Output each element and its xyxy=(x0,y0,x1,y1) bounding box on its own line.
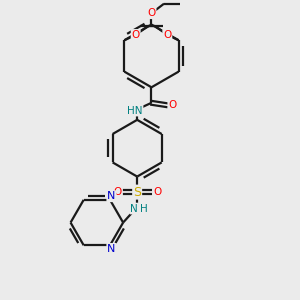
Text: O: O xyxy=(163,30,171,40)
Text: O: O xyxy=(168,100,176,110)
Text: S: S xyxy=(133,186,141,199)
Text: HN: HN xyxy=(127,106,142,116)
Text: N: N xyxy=(107,244,116,254)
Text: N: N xyxy=(107,191,116,201)
Text: O: O xyxy=(132,30,140,40)
Text: O: O xyxy=(113,187,121,197)
Text: N: N xyxy=(130,203,138,214)
Text: O: O xyxy=(153,187,161,197)
Text: O: O xyxy=(147,8,156,18)
Text: H: H xyxy=(140,203,148,214)
